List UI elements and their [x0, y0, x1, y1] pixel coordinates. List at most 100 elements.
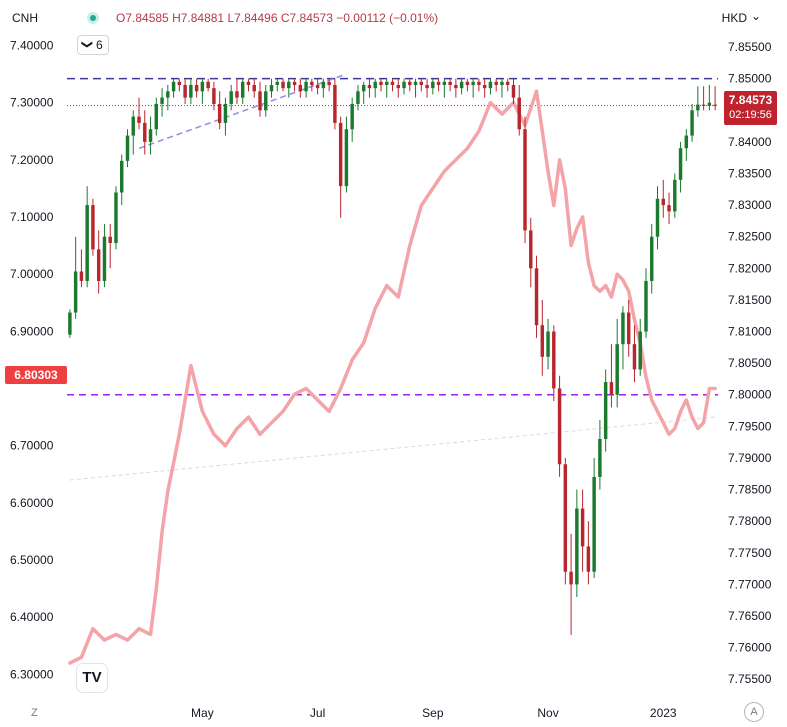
cnh-line [68, 89, 717, 665]
candle-body [385, 81, 389, 85]
candle-body [108, 236, 112, 244]
candle-body [615, 344, 619, 395]
candle [194, 78, 199, 98]
candle [592, 457, 596, 579]
timezone-button[interactable]: Z [31, 707, 38, 719]
candle [563, 457, 568, 585]
candle-body [436, 81, 441, 85]
candle [154, 97, 159, 136]
legend-symbol[interactable]: CNH [12, 11, 38, 25]
candle-body [338, 122, 343, 187]
candle [436, 78, 441, 92]
candle-body [580, 508, 585, 547]
candle-body [287, 81, 291, 89]
x-axis: May Jul Sep Nov 2023 [191, 706, 677, 720]
right-tick-label: 7.75500 [728, 672, 772, 686]
candle-body [223, 103, 228, 123]
legend-change: −0.00112 (−0.01%) [336, 11, 439, 25]
candle-body [621, 312, 625, 345]
candle [338, 116, 343, 218]
candle [517, 84, 521, 136]
candle [85, 186, 89, 288]
chevron-down-icon[interactable]: ⌄ [750, 9, 761, 23]
candle-body [120, 160, 124, 193]
candle-body [482, 84, 487, 89]
candle [275, 78, 280, 92]
candle-body [258, 91, 262, 111]
tradingview-logo[interactable]: TV [77, 664, 107, 692]
candle [189, 78, 193, 104]
candle-body [327, 81, 331, 85]
candle-body [454, 84, 458, 89]
candle [333, 78, 337, 130]
right-tick-label: 7.85000 [728, 72, 772, 86]
candle-body [459, 81, 464, 89]
candle [171, 78, 176, 98]
candle-body [373, 81, 377, 89]
candle [264, 84, 268, 117]
candle-body [160, 97, 164, 104]
candle [667, 192, 671, 225]
candle-body [678, 148, 683, 180]
candle-body [402, 81, 406, 89]
candle [91, 198, 95, 256]
candle-body [246, 81, 251, 85]
candle-body [137, 116, 141, 123]
candle-body [310, 81, 314, 85]
candle-body [292, 81, 297, 85]
left-axis: 7.40000 7.30000 7.20000 7.10000 7.00000 6.900… [10, 38, 54, 681]
candle-body [379, 81, 383, 85]
candle [586, 521, 591, 585]
candle [356, 84, 360, 111]
candle-body [177, 81, 182, 85]
candle [200, 78, 205, 104]
candle-body [638, 331, 642, 370]
hkd-current-price: 7.84573 [728, 93, 773, 107]
candle [206, 78, 210, 92]
candle [523, 116, 527, 244]
candle [678, 141, 683, 193]
legend-close: C7.84573 [280, 11, 333, 25]
candle-body [517, 97, 521, 130]
candle-body [350, 103, 354, 130]
candle-body [143, 122, 147, 142]
candle-body [523, 129, 527, 231]
right-axis-symbol[interactable]: HKD [721, 11, 747, 25]
candle [482, 78, 487, 98]
right-tick-label: 7.85500 [728, 40, 772, 54]
candle [252, 78, 256, 98]
candle [713, 86, 717, 111]
candle [102, 224, 107, 288]
candle-body [626, 312, 631, 345]
faint-grey-trendline [69, 416, 716, 481]
auto-scale-button[interactable]: A [744, 702, 764, 722]
candle [546, 318, 550, 370]
indicators-toggle-button[interactable]: ❯ 6 [77, 35, 109, 55]
candle [125, 129, 130, 168]
candle-body [315, 84, 320, 89]
x-tick-label: Nov [537, 706, 558, 720]
left-tick-label: 6.60000 [10, 496, 54, 510]
right-tick-label: 7.82000 [728, 261, 772, 275]
candle [471, 78, 475, 98]
candle [477, 78, 481, 92]
right-tick-label: 7.78500 [728, 483, 772, 497]
candle-body [344, 129, 349, 187]
candle [315, 78, 320, 95]
candle [534, 255, 539, 338]
candle [569, 533, 573, 635]
candle-body [488, 81, 493, 89]
candle-body [235, 91, 239, 98]
candle-body [696, 104, 700, 111]
candle [609, 344, 614, 408]
right-tick-label: 7.82500 [728, 230, 772, 244]
candle [621, 306, 625, 370]
legend-high: H7.84881 [172, 11, 225, 25]
chevron-down-icon: ❯ [81, 39, 94, 50]
right-tick-label: 7.79000 [728, 451, 772, 465]
candle-body [73, 271, 78, 313]
candle-body [171, 81, 176, 92]
candle-body [361, 84, 366, 92]
candle-body [511, 84, 516, 98]
